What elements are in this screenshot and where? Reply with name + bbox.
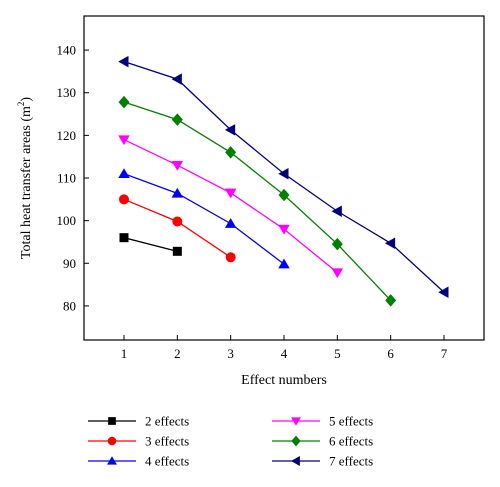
data-point	[224, 218, 237, 228]
series-layer	[118, 55, 449, 307]
data-point	[278, 188, 290, 202]
x-tick-label: 4	[281, 346, 288, 361]
legend-item: 2 effects	[88, 414, 189, 429]
legend-item: 3 effects	[88, 434, 189, 449]
legend-label: 6 effects	[329, 434, 373, 449]
series-3-effects	[119, 194, 236, 263]
data-point	[438, 286, 449, 299]
legend-item: 7 effects	[272, 454, 373, 469]
data-point	[385, 294, 397, 307]
data-point	[118, 55, 129, 68]
legend-swatch-marker	[108, 417, 116, 425]
series-7-effects	[118, 55, 449, 299]
data-point	[171, 187, 184, 198]
x-axis-label: Effect numbers	[241, 373, 327, 388]
legend-label: 2 effects	[145, 414, 189, 429]
series-6-effects	[118, 95, 397, 307]
legend-item: 6 effects	[272, 434, 373, 449]
data-point	[172, 216, 183, 227]
series-5-effects	[118, 135, 344, 279]
legend-item: 5 effects	[272, 414, 373, 429]
series-line	[123, 101, 392, 301]
x-tick-label: 5	[334, 346, 341, 361]
data-point	[278, 258, 290, 269]
series-line	[123, 173, 285, 265]
data-point	[172, 246, 182, 256]
x-tick-label: 1	[121, 346, 128, 361]
data-point	[224, 188, 237, 199]
y-tick-label: 90	[63, 256, 76, 271]
y-tick-label: 100	[57, 213, 77, 228]
data-point	[384, 237, 396, 249]
tick-labels: 1 2 3 4 5 6 7 80 90 100 110 120 130 140	[57, 43, 448, 361]
data-point	[278, 224, 290, 235]
data-point	[118, 168, 130, 178]
x-tick-label: 7	[441, 346, 448, 361]
legend-label: 3 effects	[145, 434, 189, 449]
y-tick-label: 80	[63, 298, 76, 313]
legend-label: 4 effects	[145, 454, 189, 469]
y-axis-label: Total heat transfer areas (m2)	[16, 97, 34, 259]
data-point	[119, 194, 129, 205]
legend: 2 effects 3 effects 4 effects 5 effects 6 ef…	[88, 414, 373, 469]
plot-frame	[83, 15, 485, 341]
x-tick-label: 3	[227, 346, 234, 361]
x-tick-label: 6	[387, 346, 394, 361]
series-line	[123, 237, 178, 252]
legend-swatch-marker	[107, 456, 117, 465]
data-point	[278, 167, 289, 180]
tick-marks	[84, 49, 445, 340]
data-point	[331, 205, 342, 218]
data-point	[171, 73, 182, 85]
legend-item: 4 effects	[88, 454, 189, 469]
data-point	[119, 233, 129, 243]
legend-label: 5 effects	[329, 414, 373, 429]
y-tick-label: 140	[57, 43, 77, 58]
legend-swatch-marker	[291, 435, 301, 447]
y-tick-label: 130	[57, 85, 77, 100]
series-2-effects	[119, 233, 182, 256]
y-tick-label: 110	[57, 171, 76, 186]
x-tick-label: 2	[174, 346, 181, 361]
data-point	[118, 95, 130, 109]
y-tick-label: 120	[57, 128, 77, 143]
data-point	[171, 160, 184, 171]
data-point	[331, 237, 343, 251]
legend-label: 7 effects	[329, 454, 373, 469]
y-axis-label-superscript: 2	[16, 102, 26, 107]
legend-swatch-marker	[291, 417, 301, 426]
data-point	[171, 113, 183, 126]
data-point	[331, 268, 344, 279]
series-4-effects	[118, 168, 290, 269]
legend-swatch-marker	[291, 456, 300, 466]
y-axis-label-close: )	[19, 97, 34, 102]
data-point	[224, 124, 236, 136]
y-axis-label-main: Total heat transfer areas (m	[19, 106, 34, 259]
data-point	[118, 135, 130, 146]
legend-swatch-marker	[107, 436, 117, 446]
data-point	[225, 146, 237, 159]
data-point	[225, 252, 236, 263]
